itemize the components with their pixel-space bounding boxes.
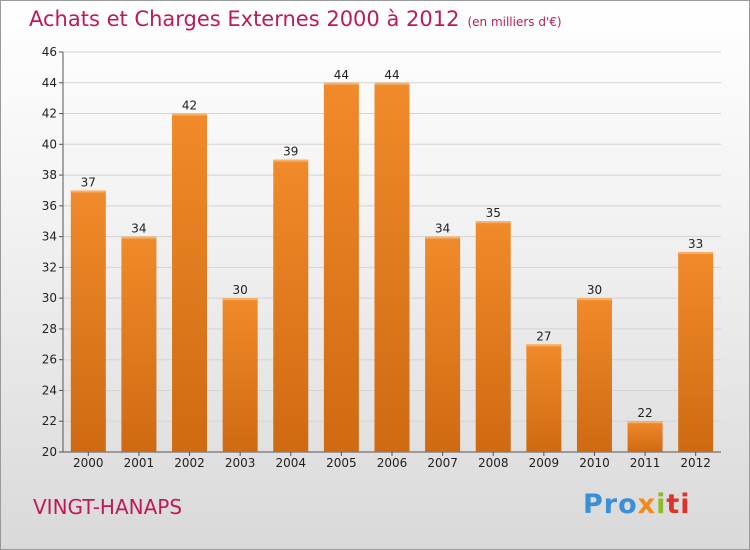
x-tick-label: 2001 — [124, 456, 155, 470]
y-tick-label: 42 — [42, 107, 57, 121]
y-tick-label: 22 — [42, 414, 57, 428]
y-tick-label: 36 — [42, 199, 57, 213]
bar — [425, 236, 461, 452]
x-tick-label: 2005 — [326, 456, 357, 470]
bar — [627, 421, 663, 452]
bars — [70, 82, 714, 453]
data-label: 27 — [536, 329, 551, 343]
data-label: 30 — [233, 283, 248, 297]
bar-highlight — [576, 298, 612, 301]
bar-highlight — [172, 113, 208, 116]
x-tick-label: 2009 — [529, 456, 560, 470]
x-tick-label: 2008 — [478, 456, 509, 470]
logo-part-1: Pro — [583, 489, 638, 520]
data-label: 35 — [486, 206, 501, 220]
logo-part-3: i — [656, 489, 667, 520]
bar-highlight — [273, 159, 309, 162]
x-tick-label: 2012 — [680, 456, 711, 470]
y-tick-label: 24 — [42, 383, 57, 397]
x-tick-label: 2011 — [630, 456, 661, 470]
chart-subtitle: (en milliers d'€) — [467, 15, 562, 29]
bar-highlight — [323, 82, 359, 85]
bar-highlight — [222, 298, 258, 301]
data-label: 42 — [182, 99, 197, 113]
bar — [323, 82, 359, 453]
x-tick-label: 2002 — [174, 456, 205, 470]
data-label: 22 — [637, 406, 652, 420]
logo-part-2: x — [637, 489, 657, 520]
bar-highlight — [526, 344, 562, 347]
logo-part-4: ti — [666, 489, 691, 520]
commune-name: VINGT-HANAPS — [33, 495, 183, 519]
y-tick-label: 34 — [42, 230, 57, 244]
bar — [678, 252, 714, 452]
data-label: 34 — [435, 222, 450, 236]
y-tick-label: 26 — [42, 353, 57, 367]
y-tick-label: 40 — [42, 137, 57, 151]
proxiti-logo: Proxiti — [583, 489, 691, 520]
bar — [475, 221, 511, 452]
bar — [576, 298, 612, 452]
data-label: 37 — [81, 175, 96, 189]
chart-title: Achats et Charges Externes 2000 à 2012 (e… — [29, 7, 562, 31]
y-tick-label: 44 — [42, 76, 57, 90]
bar — [172, 113, 208, 453]
x-tick-label: 2010 — [579, 456, 610, 470]
bar-highlight — [121, 236, 157, 239]
bar-highlight — [475, 221, 511, 224]
data-label: 34 — [131, 222, 146, 236]
labels: 20 22 24 26 28 30 32 34 36 38 40 42 44 46 37 2000 34 2001… — [42, 45, 711, 470]
bar — [70, 190, 106, 452]
bar-highlight — [374, 82, 410, 85]
x-tick-label: 2003 — [225, 456, 256, 470]
bar-highlight — [70, 190, 106, 193]
bar-highlight — [627, 421, 663, 424]
x-tick-label: 2004 — [275, 456, 306, 470]
bar — [121, 236, 157, 452]
x-tick-label: 2007 — [427, 456, 458, 470]
bar — [222, 298, 258, 452]
data-label: 44 — [384, 68, 399, 82]
y-tick-label: 46 — [42, 45, 57, 59]
bar — [273, 159, 309, 452]
data-label: 33 — [688, 237, 703, 251]
y-tick-label: 28 — [42, 322, 57, 336]
x-tick-label: 2006 — [377, 456, 408, 470]
bar — [374, 82, 410, 453]
y-tick-label: 20 — [42, 445, 57, 459]
bar-highlight — [678, 252, 714, 254]
bar-highlight — [425, 236, 461, 239]
y-tick-label: 30 — [42, 291, 57, 305]
data-label: 39 — [283, 145, 298, 159]
data-label: 30 — [587, 283, 602, 297]
chart-title-text: Achats et Charges Externes 2000 à 2012 — [29, 7, 460, 31]
data-label: 44 — [334, 68, 349, 82]
y-tick-label: 38 — [42, 168, 57, 182]
y-tick-label: 32 — [42, 260, 57, 274]
x-tick-label: 2000 — [73, 456, 104, 470]
bar — [526, 344, 562, 452]
